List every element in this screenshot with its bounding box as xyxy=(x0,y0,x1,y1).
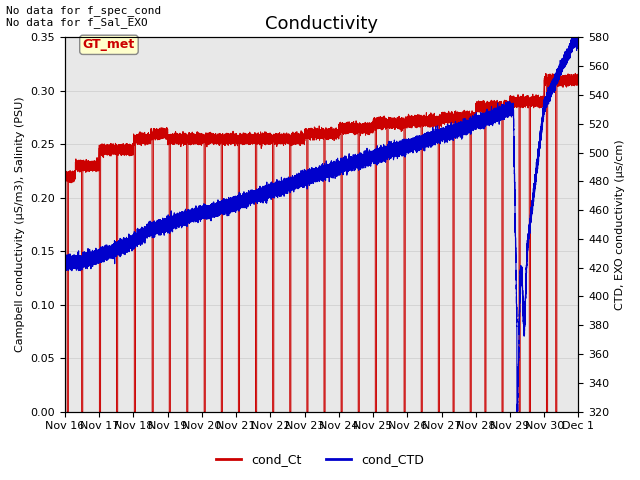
cond_CTD xyxy=(185,212,193,218)
cond_Ct xyxy=(572,71,579,76)
cond_Ct xyxy=(258,137,266,143)
cond_Ct xyxy=(63,409,71,415)
cond_Ct xyxy=(185,134,193,140)
Text: No data for f_spec_cond
No data for f_Sal_EXO: No data for f_spec_cond No data for f_Sa… xyxy=(6,5,162,28)
cond_CTD xyxy=(575,42,582,48)
cond_CTD xyxy=(371,157,378,163)
cond_CTD xyxy=(571,31,579,37)
Line: cond_Ct: cond_Ct xyxy=(65,73,579,412)
cond_Ct xyxy=(575,80,582,85)
Text: GT_met: GT_met xyxy=(83,38,135,51)
cond_Ct xyxy=(340,125,348,131)
cond_Ct xyxy=(371,118,378,123)
Title: Conductivity: Conductivity xyxy=(265,15,378,33)
cond_CTD xyxy=(61,259,69,264)
cond_CTD xyxy=(340,163,348,169)
Y-axis label: CTD, EXO conductivity (µs/cm): CTD, EXO conductivity (µs/cm) xyxy=(615,139,625,310)
cond_Ct xyxy=(442,116,450,121)
Line: cond_CTD: cond_CTD xyxy=(65,34,579,412)
cond_Ct xyxy=(61,170,69,176)
Y-axis label: Campbell conductivity (µS/m3), Salinity (PSU): Campbell conductivity (µS/m3), Salinity … xyxy=(15,96,25,352)
cond_CTD xyxy=(96,252,104,258)
cond_CTD xyxy=(442,128,450,134)
Legend: cond_Ct, cond_CTD: cond_Ct, cond_CTD xyxy=(211,448,429,471)
cond_CTD xyxy=(513,409,521,415)
cond_Ct xyxy=(96,409,104,415)
cond_CTD xyxy=(258,192,266,198)
